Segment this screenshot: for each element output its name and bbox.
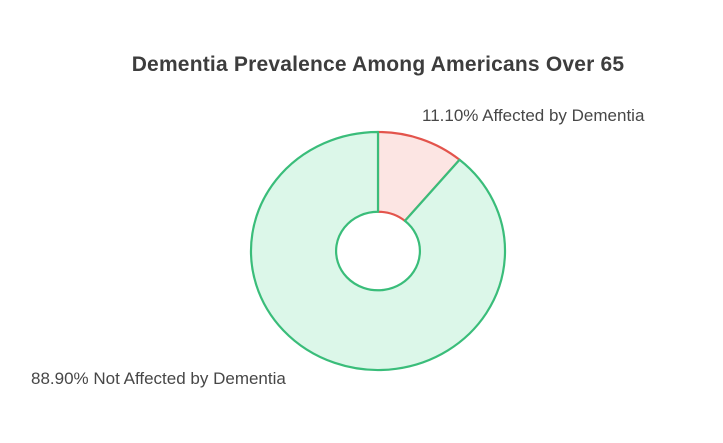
slice-label-not-affected: 88.90% Not Affected by Dementia [31, 369, 286, 388]
slice-affected-by-dementia[interactable] [376, 130, 461, 222]
slice-label-affected: 11.10% Affected by Dementia [422, 106, 645, 125]
chart-title: Dementia Prevalence Among Americans Over… [131, 53, 625, 76]
slice-not-affected-by-dementia[interactable] [249, 130, 507, 372]
